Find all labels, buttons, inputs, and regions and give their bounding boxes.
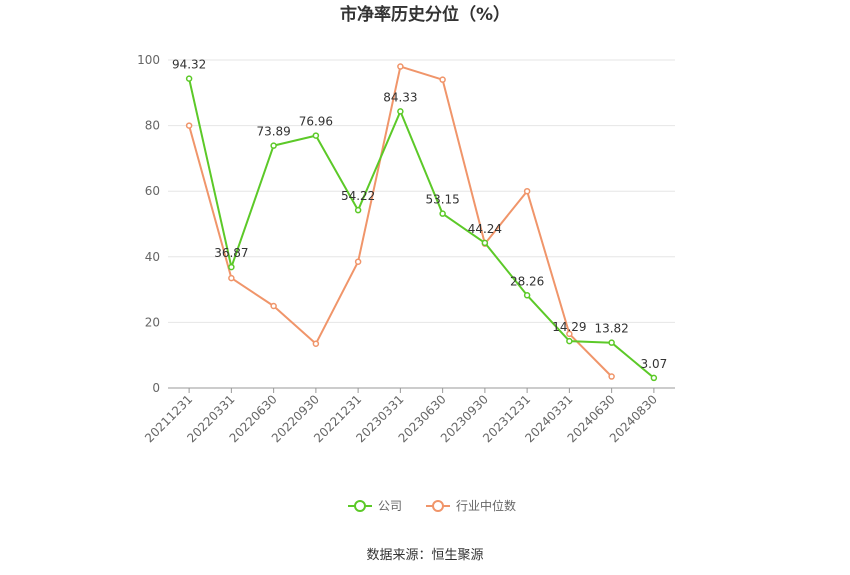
data-point-company — [354, 206, 362, 214]
legend-item-industry-median[interactable]: 行业中位数 — [426, 498, 516, 513]
data-point-company — [608, 339, 615, 346]
data-point-company — [566, 337, 573, 345]
y-tick-label: 80 — [145, 119, 160, 133]
data-point-industry-median — [228, 274, 235, 282]
grid-layer — [168, 59, 675, 323]
data-point-industry-median — [608, 373, 615, 380]
data-label: 44.24 — [468, 222, 502, 236]
data-point-industry-median — [566, 330, 573, 338]
data-point-industry-median — [312, 340, 320, 347]
legend-item-company[interactable]: 公司 — [348, 499, 402, 513]
data-point-company — [481, 239, 489, 247]
data-label: 94.32 — [172, 58, 206, 72]
source-note: 数据来源：恒生聚源 — [366, 548, 483, 563]
data-point-industry-median — [397, 63, 404, 70]
data-label: 14.29 — [552, 320, 586, 334]
data-point-company — [185, 75, 193, 82]
legend-label: 公司 — [378, 499, 402, 513]
y-tick-label: 60 — [145, 184, 160, 198]
legend-label: 行业中位数 — [456, 498, 516, 513]
data-point-company — [312, 132, 320, 139]
data-point-company — [397, 108, 404, 115]
data-label: 53.15 — [425, 193, 459, 207]
data-label: 36.87 — [214, 246, 248, 260]
y-tick-label: 20 — [145, 315, 160, 329]
y-tick-label: 40 — [145, 250, 160, 264]
data-label: 13.82 — [594, 322, 628, 336]
data-point-industry-median — [523, 187, 531, 195]
chart-title: 市净率历史分位（%） — [340, 4, 510, 25]
legend-swatch-marker — [354, 500, 366, 512]
y-tick-label: 100 — [137, 53, 160, 67]
data-label: 54.22 — [341, 189, 375, 203]
series-line-company — [188, 78, 655, 379]
data-point-company — [523, 292, 531, 299]
data-point-company — [439, 210, 446, 217]
data-point-company — [270, 142, 277, 149]
data-label: 3.07 — [641, 357, 668, 371]
series-layer — [185, 63, 658, 382]
y-tick-label: 0 — [152, 381, 160, 395]
data-point-industry-median — [439, 76, 446, 83]
data-point-industry-median — [354, 258, 362, 265]
data-label: 28.26 — [510, 274, 544, 288]
data-point-industry-median — [270, 302, 277, 310]
legend: 公司 行业中位数 — [348, 498, 516, 513]
data-label-layer: 94.32 36.87 73.89 76.96 54.22 84.33 53.15 44.24… — [172, 58, 667, 371]
legend-swatch-marker — [432, 500, 444, 512]
data-point-company — [650, 374, 658, 382]
data-label: 76.96 — [299, 115, 333, 129]
data-label: 84.33 — [383, 90, 417, 104]
data-label: 73.89 — [256, 125, 290, 139]
data-point-industry-median — [185, 122, 193, 129]
data-point-company — [228, 263, 235, 271]
